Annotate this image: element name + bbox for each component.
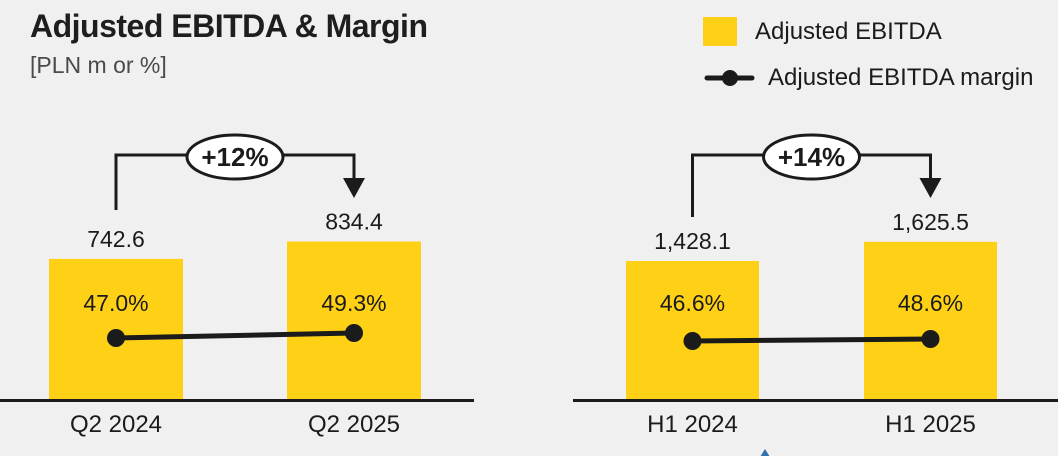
- bar-swatch-icon: [703, 17, 737, 46]
- bar-h1-2024: [626, 261, 759, 400]
- margin-point-q2-2024: [107, 329, 125, 347]
- page-subtitle: [PLN m or %]: [30, 52, 167, 78]
- category-label-h1-2024: H1 2024: [647, 411, 738, 438]
- category-label-q2-2025: Q2 2025: [308, 411, 400, 438]
- margin-point-h1-2024: [683, 332, 702, 350]
- bar-h1-2025: [864, 241, 997, 400]
- arrow-down-icon: [919, 178, 942, 198]
- margin-label-q2-2025: 49.3%: [321, 290, 386, 316]
- growth-badge-label: +14%: [778, 142, 845, 172]
- arrow-down-icon: [343, 178, 365, 198]
- chart-halfyear: +14% 1,428.1 1,625.5 46.6% 48.6% H1 2024…: [573, 133, 1058, 438]
- value-label-q2-2024: 742.6: [87, 226, 145, 252]
- growth-badge: [185, 133, 285, 181]
- margin-point-q2-2025: [345, 324, 363, 342]
- line-dot-icon: [704, 70, 755, 86]
- margin-line: [692, 336, 931, 344]
- value-label-h1-2025: 1,625.5: [892, 209, 969, 235]
- margin-point-h1-2025: [921, 330, 940, 348]
- bar-q2-2025: [287, 241, 421, 400]
- margin-label-h1-2025: 48.6%: [898, 290, 963, 316]
- legend-item-ebitda: Adjusted EBITDA: [703, 17, 942, 46]
- page-title: Adjusted EBITDA & Margin: [30, 8, 428, 44]
- value-label-h1-2024: 1,428.1: [654, 228, 731, 254]
- growth-badge-label: +12%: [201, 142, 268, 172]
- margin-label-q2-2024: 47.0%: [83, 290, 148, 316]
- margin-line: [115, 330, 355, 341]
- value-label-q2-2025: 834.4: [325, 209, 383, 235]
- chart-quarterly: +12% 742.6 834.4 47.0% 49.3% Q2 2024 Q2 …: [0, 133, 474, 438]
- legend-label-margin: Adjusted EBITDA margin: [768, 64, 1034, 91]
- legend-item-margin: Adjusted EBITDA margin: [704, 64, 1033, 92]
- legend-label-ebitda: Adjusted EBITDA: [755, 17, 942, 45]
- cutoff-logo-fragment: [760, 449, 770, 456]
- category-label-q2-2024: Q2 2024: [70, 411, 162, 438]
- margin-label-h1-2024: 46.6%: [660, 290, 725, 316]
- category-label-h1-2025: H1 2025: [885, 411, 976, 438]
- growth-badge: [762, 133, 861, 181]
